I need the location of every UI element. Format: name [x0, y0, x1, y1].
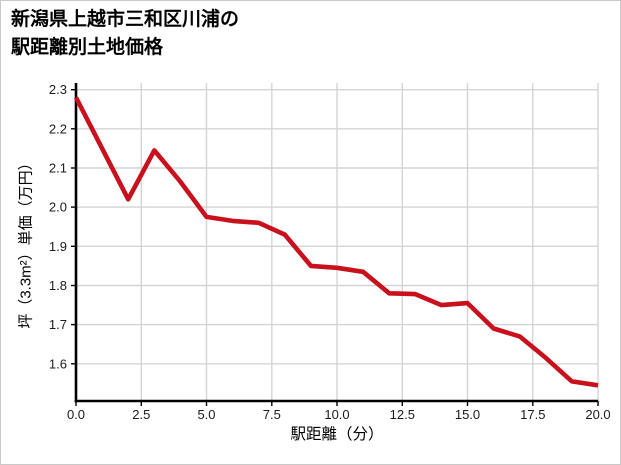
x-tick-label: 17.5: [520, 407, 545, 422]
x-tick-label: 15.0: [455, 407, 480, 422]
y-tick-label: 2.2: [49, 121, 67, 136]
price-line: [73, 96, 599, 388]
x-tick-label: 7.5: [263, 407, 281, 422]
x-tick-label: 20.0: [585, 407, 610, 422]
y-axis-label: 坪（3.3m²）単価（万円）: [17, 155, 35, 329]
chart-title: 新潟県上越市三和区川浦の 駅距離別土地価格: [11, 6, 239, 62]
chart-title-line1: 新潟県上越市三和区川浦の: [11, 9, 240, 30]
x-tick-label: 12.5: [390, 407, 415, 422]
x-tick-label: 2.5: [132, 407, 150, 422]
y-tick-label: 2.3: [49, 82, 67, 97]
x-axis-label: 駅距離（分）: [290, 426, 384, 443]
y-tick-label: 1.9: [49, 239, 67, 254]
y-tick-label: 1.6: [49, 356, 67, 371]
y-tick-label: 2.0: [49, 200, 67, 215]
y-tick-label: 1.8: [49, 278, 67, 293]
x-tick-label: 0.0: [67, 407, 85, 422]
y-tick-label: 1.7: [49, 317, 67, 332]
y-tick-label: 2.1: [49, 161, 67, 176]
x-tick-label: 5.0: [197, 407, 215, 422]
x-tick-label: 10.0: [324, 407, 349, 422]
chart-title-line2: 駅距離別土地価格: [11, 37, 164, 58]
